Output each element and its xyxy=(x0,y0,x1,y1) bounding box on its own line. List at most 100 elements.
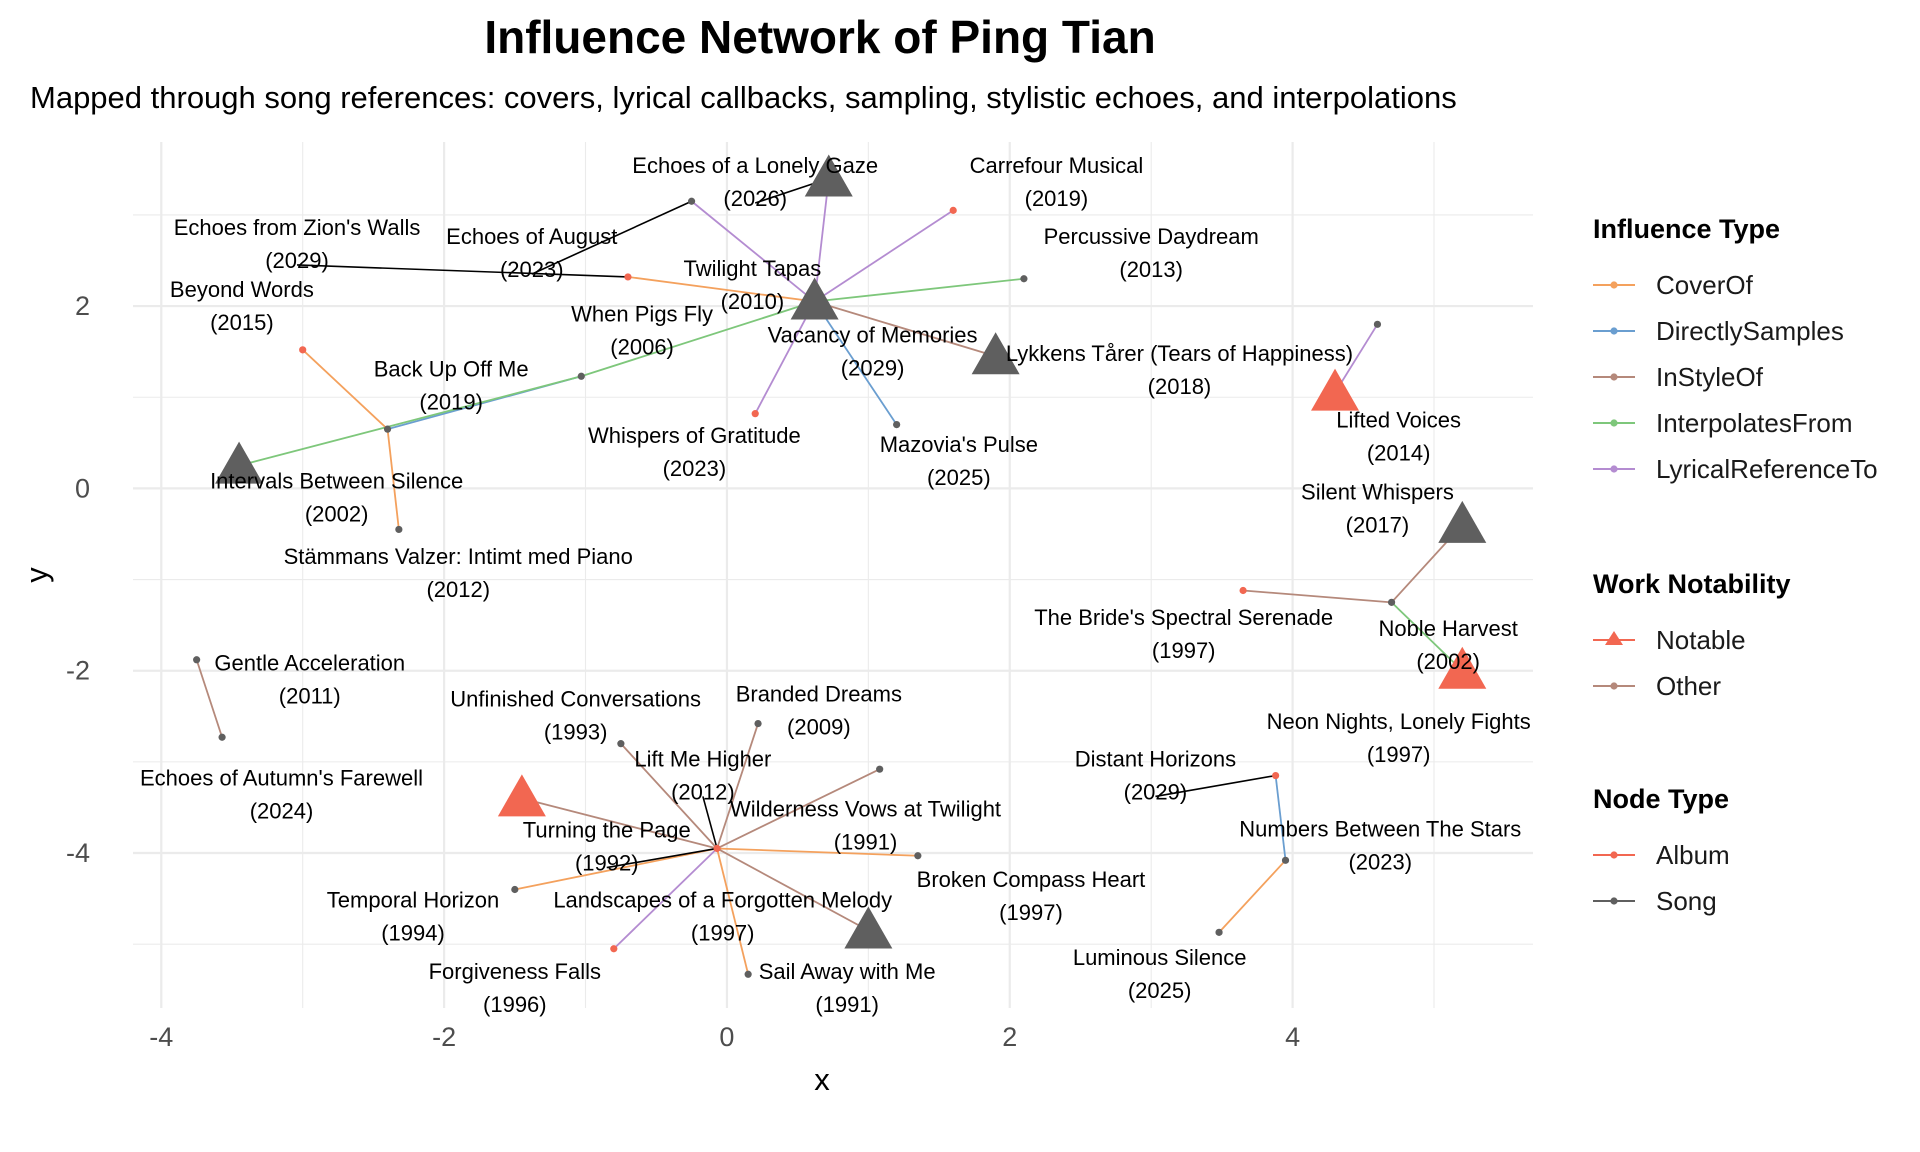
node-label-year: (2015) xyxy=(210,310,274,335)
node-label-year: (2002) xyxy=(1416,649,1480,674)
legend-influence-type: Influence Type CoverOf DirectlySamples InSt… xyxy=(1593,214,1878,484)
edge-LyricalReferenceTo xyxy=(613,847,718,950)
legend-title: Influence Type xyxy=(1593,214,1780,244)
notable-song-marker xyxy=(804,154,853,197)
edge-CoverOf xyxy=(627,276,815,303)
x-axis-title: x xyxy=(814,1062,830,1097)
legend-work-notability: Work Notability Notable Other xyxy=(1593,569,1791,701)
song-node xyxy=(754,719,762,728)
label-leader-line xyxy=(297,264,628,278)
edge-CoverOf xyxy=(386,429,400,530)
song-node xyxy=(383,425,392,433)
node-label-year: (1996) xyxy=(483,992,547,1017)
notable-album-marker xyxy=(1311,368,1360,411)
legend-item-label: CoverOf xyxy=(1656,270,1754,300)
node-label-title: Echoes from Zion's Walls xyxy=(174,215,421,240)
node-label-title: The Bride's Spectral Serenade xyxy=(1034,605,1333,630)
edge-LyricalReferenceTo xyxy=(813,178,830,302)
node-label-year: (2018) xyxy=(1148,374,1212,399)
edge-CoverOf xyxy=(302,349,389,430)
node-label-year: (2002) xyxy=(305,501,369,526)
y-axis-title: y xyxy=(19,567,54,583)
edge-InStyleOf xyxy=(1243,589,1392,604)
node-label-year: (2006) xyxy=(610,335,674,360)
node-label-title: Percussive Daydream xyxy=(1044,224,1259,249)
legend-swatch-dot xyxy=(1610,465,1618,473)
album-node xyxy=(624,273,632,281)
legend-area: Influence Type CoverOf DirectlySamples InSt… xyxy=(1593,214,1878,916)
notable-song-marker xyxy=(215,441,264,484)
node-label-year: (1991) xyxy=(815,992,879,1017)
node-label-year: (2014) xyxy=(1367,440,1431,465)
edge-DirectlySamples xyxy=(1274,775,1287,861)
song-node xyxy=(914,852,922,860)
song-node xyxy=(1373,320,1382,328)
song-node xyxy=(218,733,226,741)
album-node xyxy=(1239,586,1247,595)
edge-LyricalReferenceTo xyxy=(754,301,816,415)
song-node xyxy=(893,420,901,429)
legend-swatch-dot xyxy=(1610,281,1618,289)
node-label-year: (2026) xyxy=(723,186,787,211)
node-label-year: (1993) xyxy=(544,719,608,744)
chart-title: Influence Network of Ping Tian xyxy=(484,11,1155,63)
node-label-title: Gentle Acceleration xyxy=(214,651,405,676)
node-label-year: (1997) xyxy=(999,900,1063,925)
node-label-year: (1997) xyxy=(1152,638,1216,663)
song-node xyxy=(744,970,752,978)
node-label-title: Lifted Voices xyxy=(1336,407,1461,432)
node-label-year: (2024) xyxy=(250,799,314,824)
node-label-title: Luminous Silence xyxy=(1073,945,1247,970)
node-label-year: (2029) xyxy=(265,248,329,273)
y-tick-label: 0 xyxy=(75,473,90,503)
notable-album-marker xyxy=(497,774,546,817)
legend-swatch-dot xyxy=(1610,682,1618,690)
node-label-title: Noble Harvest xyxy=(1378,616,1517,641)
edge-InStyleOf xyxy=(521,797,718,850)
x-tick-label: -4 xyxy=(149,1022,173,1052)
album-node xyxy=(713,844,721,853)
node-label-title: When Pigs Fly xyxy=(571,302,713,327)
legend-node-type: Node Type Album Song xyxy=(1593,784,1730,916)
legend-item-label: Other xyxy=(1656,671,1721,701)
node-label-year: (2019) xyxy=(1025,186,1089,211)
legend-item-label: Song xyxy=(1656,886,1717,916)
label-leader-line xyxy=(606,847,718,869)
edge-CoverOf xyxy=(717,847,918,857)
label-leader-line xyxy=(702,796,718,849)
edge-InterpolatesFrom xyxy=(238,375,582,467)
edge-CoverOf xyxy=(1218,859,1287,933)
node-label-year: (2009) xyxy=(787,715,851,740)
node-label-year: (1994) xyxy=(381,921,445,946)
legend-swatch-dot xyxy=(1610,327,1618,335)
label-leader-line xyxy=(531,200,692,275)
edge-InterpolatesFrom xyxy=(1390,601,1463,672)
node-label-title: Neon Nights, Lonely Fights xyxy=(1267,709,1531,734)
song-node xyxy=(193,656,201,664)
song-node xyxy=(395,525,403,534)
x-tick-label: 2 xyxy=(1002,1022,1017,1052)
legend-swatch-triangle xyxy=(1605,631,1623,645)
node-label-year: (2023) xyxy=(663,456,727,481)
node-label-title: Numbers Between The Stars xyxy=(1239,817,1521,842)
node-label-year: (2029) xyxy=(841,356,905,381)
node-label-title: Wilderness Vows at Twilight xyxy=(730,797,1001,822)
legend-item-label: Notable xyxy=(1656,625,1746,655)
node-label-year: (2025) xyxy=(1128,978,1192,1003)
node-label-year: (2012) xyxy=(671,779,735,804)
y-tick-label: 2 xyxy=(75,291,90,321)
x-axis-ticks: -4 -2 0 2 4 xyxy=(149,1022,1300,1052)
edge-LyricalReferenceTo xyxy=(691,200,816,303)
song-node xyxy=(687,197,696,205)
node-label-year: (2017) xyxy=(1346,512,1410,537)
node-label-year: (2013) xyxy=(1119,257,1183,282)
song-node xyxy=(1281,856,1290,864)
node-label-title: Distant Horizons xyxy=(1075,746,1236,771)
node-label-title: Turning the Page xyxy=(523,818,691,843)
album-node xyxy=(610,945,618,953)
node-label-year: (2010) xyxy=(721,289,785,314)
y-axis-ticks: -4 -2 0 2 xyxy=(66,291,90,868)
song-node xyxy=(876,765,884,773)
node-label-title: Whispers of Gratitude xyxy=(588,423,801,448)
